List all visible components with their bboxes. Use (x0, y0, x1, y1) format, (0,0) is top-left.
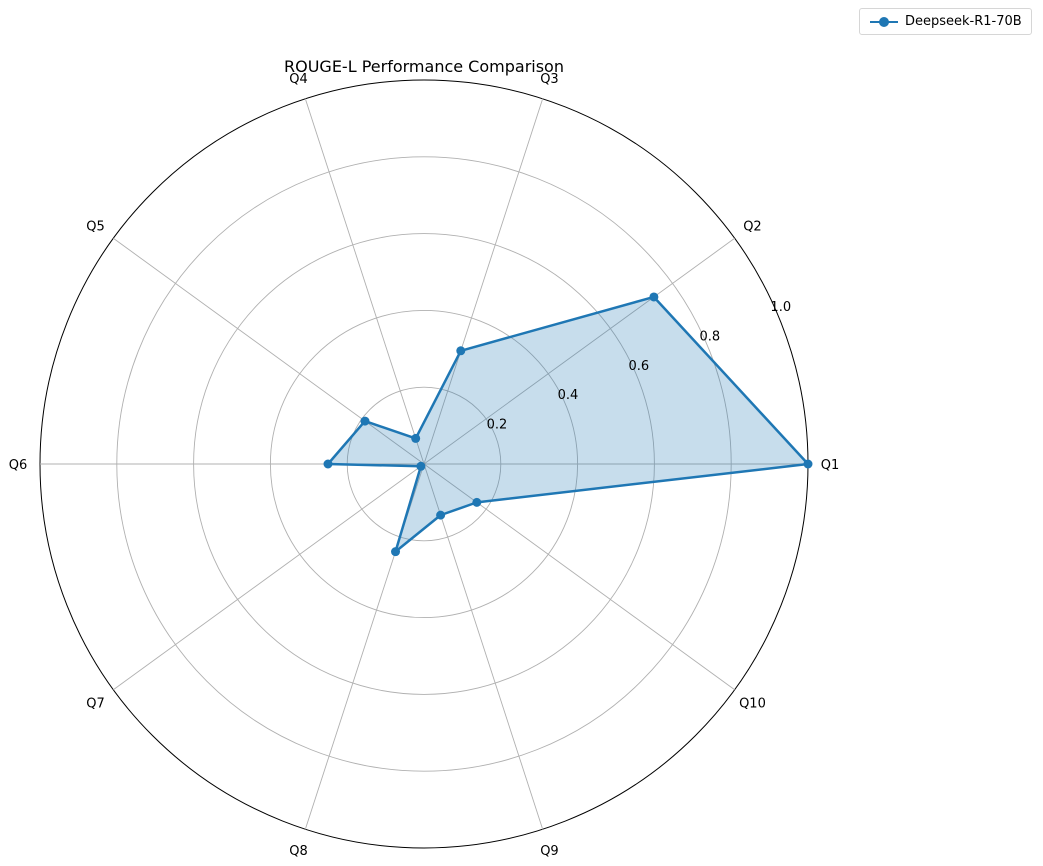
category-label: Q7 (86, 697, 105, 712)
data-point (416, 461, 426, 471)
data-point (649, 292, 659, 302)
radial-tick-label: 0.4 (558, 388, 579, 403)
chart-title: ROUGE-L Performance Comparison (284, 57, 564, 76)
data-point (436, 510, 446, 520)
spoke-line (423, 463, 544, 830)
legend: Deepseek-R1-70B (859, 8, 1032, 35)
radial-tick-label: 0.8 (699, 329, 720, 344)
category-label: Q3 (540, 72, 559, 87)
spoke-line (113, 237, 425, 465)
category-label: Q9 (540, 844, 559, 859)
data-point (411, 433, 421, 443)
category-label: Q4 (289, 72, 308, 87)
data-point (391, 547, 401, 557)
radial-tick-label: 1.0 (770, 300, 791, 315)
data-point (472, 497, 482, 507)
category-label: Q6 (9, 458, 28, 473)
data-point (360, 416, 370, 426)
legend-label: Deepseek-R1-70B (905, 14, 1022, 29)
radial-tick-label: 0.2 (487, 418, 508, 433)
radial-tick-label: 0.6 (629, 359, 650, 374)
legend-marker-swatch (879, 17, 889, 27)
category-label: Q2 (743, 219, 762, 234)
category-label: Q1 (821, 458, 840, 473)
category-label: Q10 (739, 697, 766, 712)
series-layer (323, 292, 813, 557)
data-point (803, 459, 813, 469)
spoke-line (113, 463, 425, 691)
spoke-line (423, 237, 735, 465)
category-label: Q8 (289, 844, 308, 859)
spoke-line (423, 98, 544, 465)
data-point (456, 346, 466, 356)
series-area (328, 296, 808, 552)
data-point (323, 459, 333, 469)
category-label: Q5 (86, 219, 105, 234)
spoke-line (304, 98, 425, 465)
labels: Q1 Q2 Q3 Q4 Q5 Q6 Q7 Q8 Q9 Q10 0.2 0.4 0.6 0.8 1.0 (9, 72, 840, 859)
